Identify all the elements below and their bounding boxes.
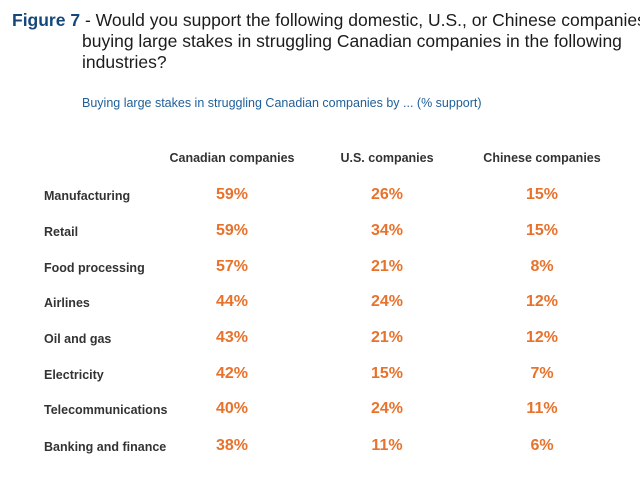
column-header: Canadian companies [169,151,295,165]
data-value: 15% [525,222,559,239]
data-value: 11% [371,437,403,454]
row-label: Manufacturing [44,189,131,203]
data-value: 34% [370,222,404,239]
data-value: 15% [525,186,559,203]
row-label: Airlines [44,296,90,310]
data-value: 21% [370,258,404,275]
row-label: Oil and gas [44,332,112,346]
row-label: Food processing [44,261,145,275]
row-label: Telecommunications [44,403,168,417]
data-value: 57% [215,258,249,275]
data-value: 11% [526,400,558,417]
data-value: 42% [215,365,249,382]
data-value: 24% [370,293,404,310]
data-value: 43% [215,329,249,346]
data-value: 44% [215,293,249,310]
data-value: 21% [370,329,404,346]
column-header: Chinese companies [483,151,601,165]
data-value: 26% [370,186,404,203]
data-value: 59% [215,186,249,203]
data-value: 40% [215,400,249,417]
data-value: 6% [530,437,554,454]
table-subtitle: Buying large stakes in struggling Canadi… [82,96,482,110]
row-label: Retail [44,225,79,239]
row-label: Banking and finance [44,440,167,454]
data-value: 12% [525,293,559,310]
data-value: 24% [370,400,404,417]
figure-question-rest: buying large stakes in struggling Canadi… [82,31,622,72]
row-label: Electricity [44,368,104,382]
figure-label: Figure 7 [12,10,81,30]
data-value: 59% [215,222,249,239]
figure-title: Figure 7 - Would you support the followi… [12,10,640,73]
data-value: 7% [530,365,554,382]
data-value: 8% [530,258,554,275]
column-header: U.S. companies [340,151,434,165]
figure-question-line1: - Would you support the following domest… [80,10,640,30]
data-value: 12% [525,329,559,346]
data-value: 38% [215,437,249,454]
data-value: 15% [370,365,404,382]
